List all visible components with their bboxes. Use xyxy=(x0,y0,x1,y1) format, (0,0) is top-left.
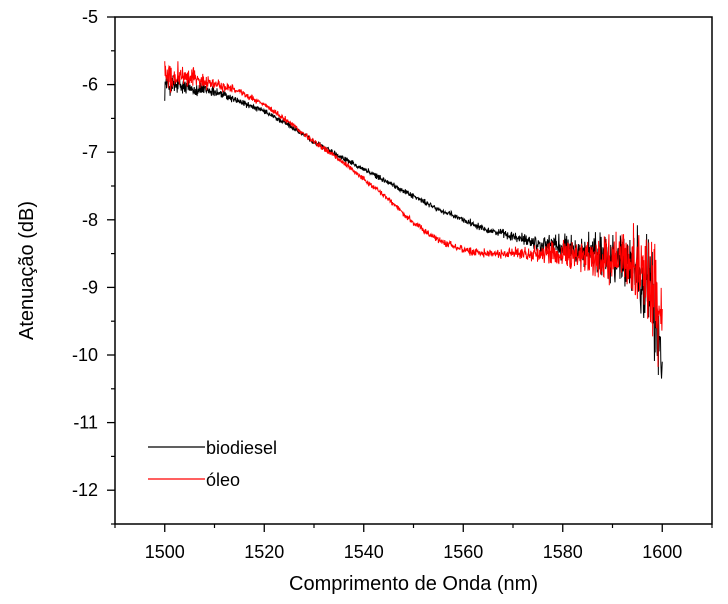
y-tick-label: -8 xyxy=(82,210,98,230)
x-tick-label: 1580 xyxy=(543,542,583,562)
legend-label-oleo: óleo xyxy=(206,470,240,490)
x-tick-label: 1500 xyxy=(145,542,185,562)
y-tick-label: -5 xyxy=(82,7,98,27)
legend: biodiesel óleo xyxy=(148,438,277,490)
series-layer xyxy=(164,61,663,379)
x-axis-title: Comprimento de Onda (nm) xyxy=(289,573,538,595)
tick-layer: 1500 1520 1540 1560 1580 1600 -5 -6 -7 -8 -9 -10 -11… xyxy=(72,7,713,562)
y-axis-title: Atenuação (dB) xyxy=(16,201,38,340)
series-line-biodiesel xyxy=(164,74,663,379)
x-tick-label: 1560 xyxy=(443,542,483,562)
x-tick-label: 1600 xyxy=(642,542,682,562)
y-tick-label: -6 xyxy=(82,75,98,95)
y-tick-label: -9 xyxy=(82,277,98,297)
y-tick-label: -12 xyxy=(72,480,98,500)
legend-label-biodiesel: biodiesel xyxy=(206,438,277,458)
x-tick-label: 1520 xyxy=(244,542,284,562)
y-tick-label: -7 xyxy=(82,142,98,162)
x-tick-label: 1540 xyxy=(344,542,384,562)
y-tick-label: -10 xyxy=(72,345,98,365)
series-line-oleo xyxy=(164,61,663,367)
y-tick-label: -11 xyxy=(73,413,98,433)
